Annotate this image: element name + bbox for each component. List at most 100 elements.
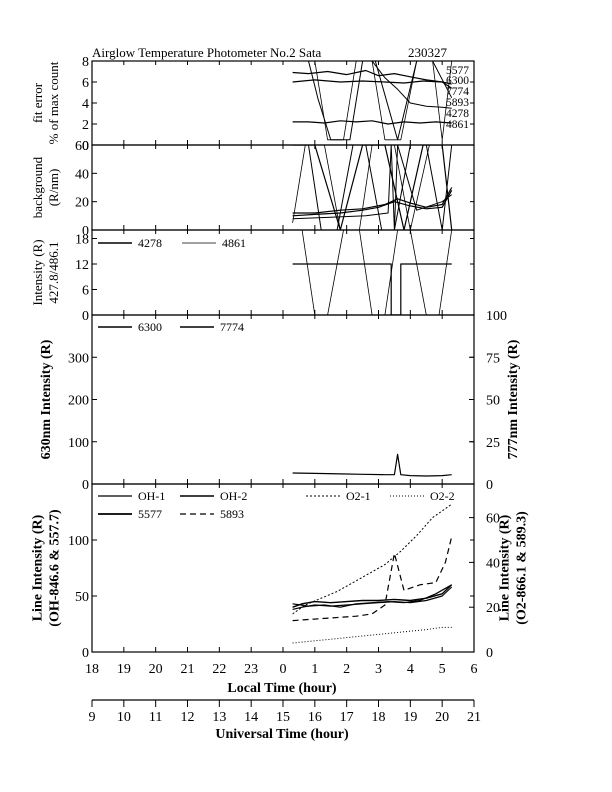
legend-label-4278: 4278 [138,236,162,250]
universal-time-label: Universal Time (hour) [215,727,349,742]
y-tick-label: 0 [82,646,89,661]
series-line-4861 [292,230,453,315]
local-time-tick: 19 [117,662,131,677]
series-group [292,145,453,230]
local-time-tick: 0 [280,662,287,677]
y-right-axis-label: 777nm Intensity (R) [506,339,521,459]
ut-tick-label: 9 [89,710,96,725]
end-label-6300: 6300 [446,75,469,87]
y-right-tick-label: 40 [486,556,500,571]
ut-tick-label: 14 [244,710,258,725]
ut-tick-label: 16 [308,710,322,725]
y-axis-label: fit error [30,82,45,123]
ut-tick-label: 21 [467,710,481,725]
panel-630-777-intensity: 0 100 200 300 0 25 50 75 100 630nm Intensity (R) 7… [39,309,521,493]
series-line-6300 [292,190,453,217]
ut-tick-label: 13 [212,710,226,725]
local-time-tick: 5 [439,662,446,677]
series-line-5577 [292,584,452,608]
panel-background: 0 20 40 60 background (R/nm) [30,139,475,239]
y-right-tick-label: 100 [486,309,507,324]
y-tick-label: 40 [75,167,89,182]
y-tick-label: 6 [82,76,89,91]
legend-label-OH-1: OH-1 [138,489,165,503]
ut-tick-label: 20 [435,710,449,725]
series-group [292,230,453,315]
local-time-tick: 23 [244,662,258,677]
y-tick-label: 4 [82,97,89,112]
y-tick-label: 300 [68,351,89,366]
y-axis-label: Intensity (R) [30,239,45,305]
series-line-4278 [292,145,453,230]
end-label-5893: 5893 [446,97,469,109]
y-right-tick-label: 75 [486,351,500,366]
y-tick-label: 2 [82,118,89,133]
local-time-tick: 2 [343,662,350,677]
series-line-7774 [292,61,453,141]
legend: 6300 7774 [98,320,244,334]
y-axis-label: % of max count [46,61,61,144]
local-time-tick: 21 [181,662,195,677]
local-time-tick: 6 [471,662,478,677]
y-axis-label: background [30,156,45,218]
series-line-4278 [292,120,452,125]
title-right: 230327 [408,45,448,60]
panel-fit-error: 0 2 4 6 8 fit error% of max count 557763007774… [30,55,475,154]
y-axis-label: 427.8/486.1 [46,241,61,303]
series-line-7774 [292,145,453,230]
y-tick-label: 50 [75,590,89,605]
ut-tick-label: 15 [276,710,290,725]
legend-label-OH-2: OH-2 [220,489,247,503]
end-label-5577: 5577 [446,65,469,77]
series-line-O2-1 [292,503,452,615]
series-group [292,453,452,484]
ut-tick-label: 11 [149,710,162,725]
legend-label-7774: 7774 [220,320,244,334]
panel-frame [91,314,475,485]
y-axis-label: (OH-846.6 & 557.7) [48,509,63,627]
y-tick-label: 12 [75,258,89,273]
series-line-6300 [292,453,452,477]
series-line-6300 [292,79,452,85]
series-group [292,503,453,644]
series-line-OH-2 [292,584,453,608]
legend-label-O2-1: O2-1 [346,489,371,503]
panel-short-wave-intensity: 0 6 12 18 Intensity (R) 427.8/486.1 4278 4861 [30,229,475,324]
end-label-4861: 4861 [446,119,469,131]
legend-label-5893: 5893 [220,507,244,521]
series-line-5893 [292,145,452,230]
y-tick-label: 0 [82,139,89,154]
local-time-tick: 3 [375,662,382,677]
y-right-axis-label: (O2-866.1 & 589.3) [515,511,530,625]
ut-tick-label: 17 [340,710,354,725]
legend-label-4861: 4861 [222,236,246,250]
y-right-axis-label: Line Intensity (R) [498,514,513,621]
local-time-label: Local Time (hour) [227,681,336,696]
panel-frame [91,144,475,231]
y-tick-label: 8 [82,55,89,70]
series-line-5893 [292,536,453,622]
series-line-5577 [292,69,453,89]
y-right-tick-label: 0 [486,646,493,661]
y-tick-label: 18 [75,233,89,248]
y-axis-label: 630nm Intensity (R) [39,339,54,459]
ut-tick-label: 10 [117,710,131,725]
y-tick-label: 0 [82,224,89,239]
series-group [292,61,453,141]
panel-frame [91,60,475,146]
local-time-tick: 22 [212,662,226,677]
y-tick-label: 0 [82,309,89,324]
y-right-tick-label: 60 [486,512,500,527]
local-time-tick: 18 [85,662,99,677]
series-line-5577 [292,187,453,214]
end-label-4278: 4278 [446,108,469,120]
local-time-tick: 4 [407,662,414,677]
y-tick-label: 100 [68,534,89,549]
y-tick-label: 20 [75,196,89,211]
ut-tick-label: 12 [181,710,195,725]
y-right-tick-label: 0 [486,478,493,493]
y-right-tick-label: 20 [486,601,500,616]
y-right-tick-label: 50 [486,394,500,409]
